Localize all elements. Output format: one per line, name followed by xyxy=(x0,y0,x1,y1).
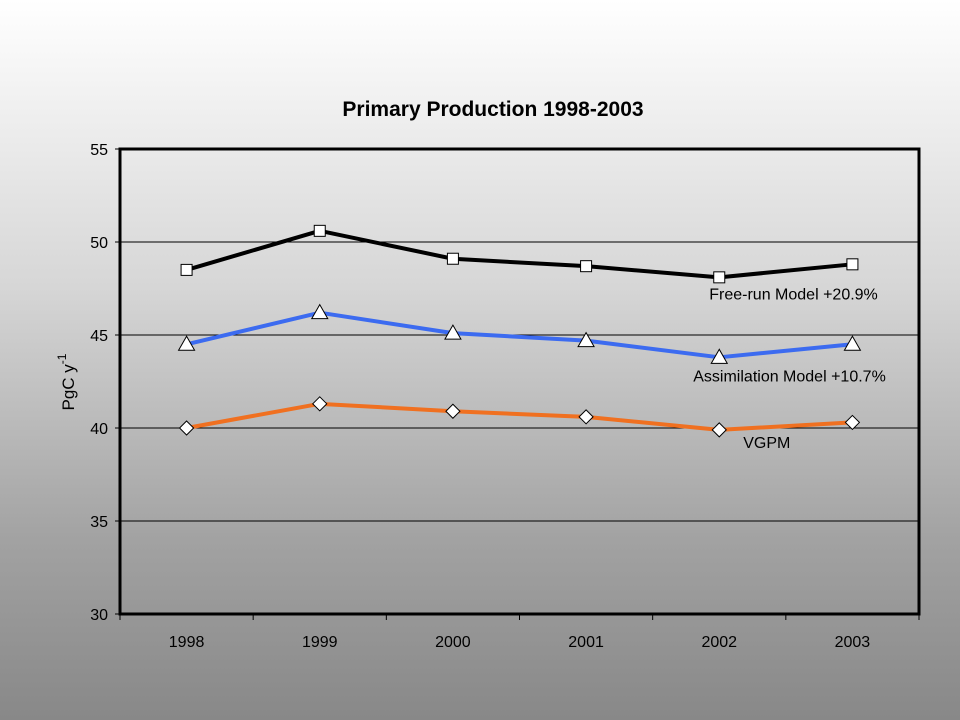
y-tick-label: 30 xyxy=(90,607,108,624)
y-tick-label: 35 xyxy=(90,514,108,531)
x-tick-label: 2003 xyxy=(835,634,871,651)
series-line xyxy=(186,401,853,432)
x-tick-label: 1998 xyxy=(169,634,205,651)
data-point-diamond xyxy=(312,396,328,412)
data-point-triangle xyxy=(843,335,862,351)
data-point-square xyxy=(713,271,726,284)
y-tick-label: 50 xyxy=(90,235,108,252)
y-axis-title-text: PgC y xyxy=(59,364,78,411)
y-axis-title: PgC y-1 xyxy=(55,353,78,410)
data-point-diamond xyxy=(711,422,727,438)
y-axis-title-superscript: -1 xyxy=(55,353,69,364)
data-point-diamond xyxy=(178,420,195,436)
series-label: Free-run Model +20.9% xyxy=(709,286,878,303)
data-point-triangle xyxy=(444,324,462,340)
series-label: VGPM xyxy=(743,435,790,452)
y-tick-label: 40 xyxy=(90,421,108,438)
series-label: Assimilation Model +10.7% xyxy=(693,368,886,385)
plot-border xyxy=(118,147,921,616)
y-tick-label: 55 xyxy=(90,142,108,159)
data-point-diamond xyxy=(445,403,461,419)
data-point-square xyxy=(313,224,326,237)
data-point-triangle xyxy=(177,335,196,351)
data-point-diamond xyxy=(844,414,861,431)
x-tick-label: 2000 xyxy=(435,634,471,651)
series-line xyxy=(186,310,853,360)
data-point-square xyxy=(580,260,593,273)
data-point-triangle xyxy=(710,348,729,364)
series-line xyxy=(186,228,853,280)
data-point-square xyxy=(446,252,459,265)
data-point-triangle xyxy=(577,331,595,348)
chart-title: Primary Production 1998-2003 xyxy=(342,98,643,121)
data-point-square xyxy=(846,258,859,271)
x-tick-label: 1999 xyxy=(302,634,338,651)
y-tick-label: 45 xyxy=(90,328,108,345)
plot-area: 30 35 40 45 50 55 1998 1999 2000 2001 2002 2003 Free… xyxy=(90,142,921,651)
data-point-diamond xyxy=(578,409,594,425)
x-tick-label: 2002 xyxy=(701,634,737,651)
data-point-square xyxy=(180,263,193,276)
x-tick-label: 2001 xyxy=(568,634,604,651)
data-point-triangle xyxy=(310,303,329,320)
